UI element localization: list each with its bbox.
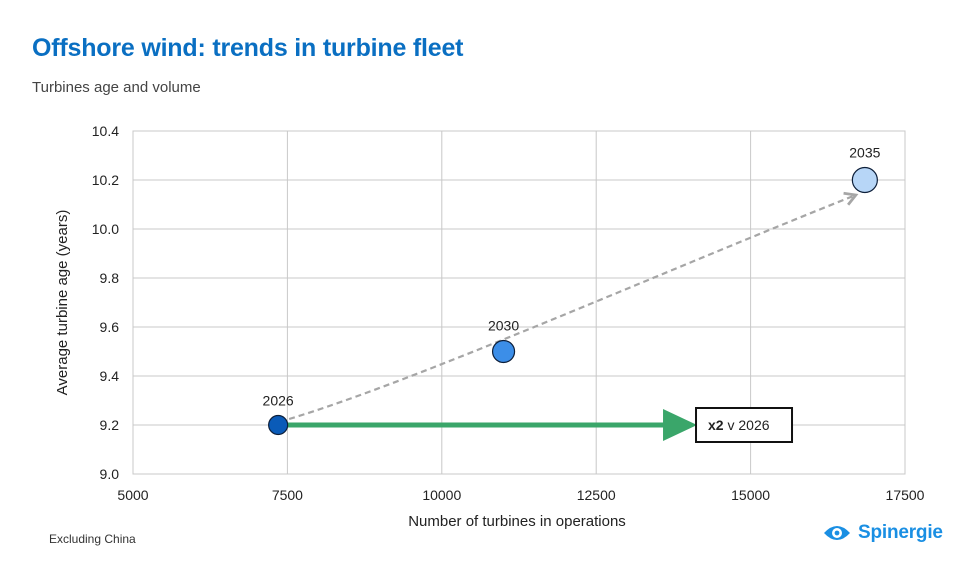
- spinergie-logo-icon: [824, 526, 850, 540]
- point-label-2026: 2026: [263, 393, 294, 409]
- y-tick-label: 9.0: [100, 466, 120, 482]
- x-tick-label: 15000: [731, 487, 770, 503]
- y-tick-label: 10.2: [92, 172, 119, 188]
- footnote: Excluding China: [49, 532, 136, 546]
- growth-arrow-layer: [278, 409, 698, 441]
- y-tick-label: 9.4: [100, 368, 120, 384]
- point-label-2035: 2035: [849, 145, 880, 161]
- data-point-2035: [851, 166, 878, 194]
- growth-callout-box: [695, 407, 794, 443]
- y-axis-title: Average turbine age (years): [54, 210, 71, 396]
- points-layer: [268, 166, 878, 436]
- trend-curve: [288, 191, 859, 421]
- trend-curve-layer: [288, 191, 859, 421]
- growth-arrow-head: [663, 409, 698, 441]
- x-tick-label: 10000: [422, 487, 461, 503]
- y-tick-label: 9.6: [100, 319, 120, 335]
- y-tick-label: 10.4: [92, 123, 119, 139]
- x-tick-label: 12500: [577, 487, 616, 503]
- x-tick-label: 5000: [117, 487, 148, 503]
- x-tick-label: 7500: [272, 487, 303, 503]
- axes: 5000 7500 10000 12500 15000 17500 9.0 9.2 9.4 9.6…: [54, 123, 925, 530]
- y-tick-label: 9.2: [100, 417, 120, 433]
- grid: [132, 130, 906, 475]
- point-label-2030: 2030: [488, 318, 519, 334]
- y-tick-label: 9.8: [100, 270, 120, 286]
- brand-logo: Spinergie: [822, 520, 943, 546]
- data-point-2030: [491, 339, 516, 364]
- plot-border: [132, 130, 906, 475]
- x-axis-title: Number of turbines in operations: [408, 513, 626, 530]
- y-tick-label: 10.0: [92, 221, 119, 237]
- growth-callout-comparison: v 2026: [724, 417, 770, 433]
- data-point-2026: [268, 414, 289, 436]
- labels-layer: x2 v 2026 2026 2030 2035: [263, 145, 881, 443]
- brand-name: Spinergie: [858, 522, 943, 543]
- chart-title: Offshore wind: trends in turbine fleet: [32, 34, 464, 62]
- chart-subtitle: Turbines age and volume: [32, 79, 201, 96]
- x-tick-label: 17500: [886, 487, 925, 503]
- growth-callout-text: x2 v 2026: [708, 417, 770, 433]
- growth-callout-multiplier: x2: [708, 417, 724, 433]
